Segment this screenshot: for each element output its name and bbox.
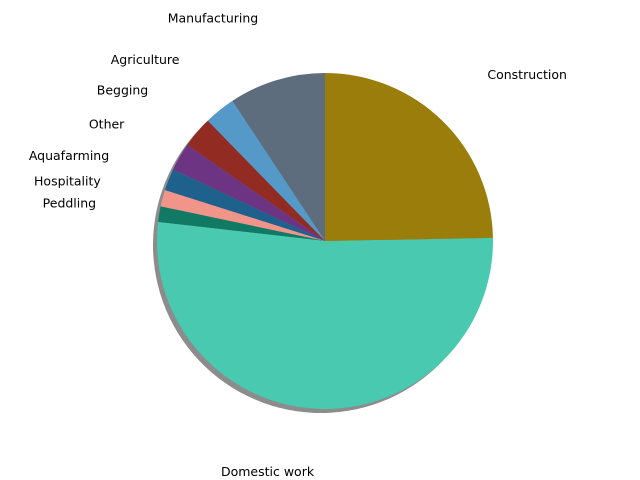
slice-peddling [158, 206, 325, 241]
label-aquafarming: Aquafarming [29, 148, 109, 163]
slice-hospitality [160, 190, 325, 241]
label-peddling: Peddling [43, 196, 96, 211]
pie-labels: Manufacturing Agriculture Begging Other Aqua… [29, 10, 567, 479]
pie-slices [157, 73, 493, 409]
slice-begging [187, 120, 325, 241]
slice-other [172, 144, 325, 241]
label-begging: Begging [97, 82, 148, 97]
label-construction: Construction [487, 67, 567, 82]
label-hospitality: Hospitality [34, 173, 101, 188]
label-domestic-work: Domestic work [221, 464, 315, 479]
slice-construction [325, 73, 493, 241]
slice-domestic-work [157, 222, 493, 409]
slice-manufacturing [232, 73, 325, 241]
label-agriculture: Agriculture [111, 52, 180, 67]
label-other: Other [89, 116, 125, 131]
slice-aquafarming [164, 169, 325, 241]
slice-agriculture [207, 100, 325, 242]
label-manufacturing: Manufacturing [168, 10, 259, 25]
